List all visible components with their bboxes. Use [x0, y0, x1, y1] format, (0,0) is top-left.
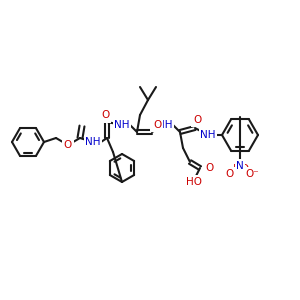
Text: N: N [236, 161, 244, 171]
Text: O: O [226, 169, 234, 179]
Text: NH: NH [157, 120, 173, 130]
Text: O: O [101, 110, 109, 120]
Text: O: O [64, 140, 72, 150]
Text: O: O [193, 115, 201, 125]
Text: NH: NH [114, 120, 130, 130]
Text: NH: NH [85, 137, 101, 147]
Text: NO₂: NO₂ [233, 164, 255, 174]
Text: O: O [101, 111, 109, 121]
Text: O: O [153, 120, 161, 130]
Text: O⁻: O⁻ [245, 169, 259, 179]
Text: HO: HO [186, 177, 202, 187]
Text: NH: NH [200, 130, 216, 140]
Text: O: O [206, 163, 214, 173]
Text: O: O [152, 120, 160, 130]
